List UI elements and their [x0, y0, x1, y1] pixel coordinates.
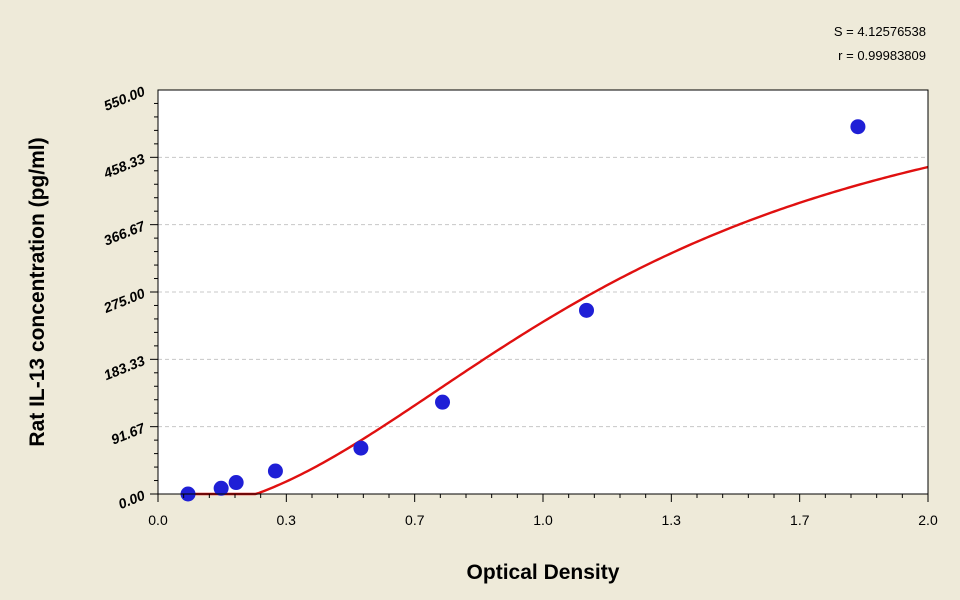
grid-lines: [158, 156, 928, 428]
x-tick-label: 1.7: [790, 512, 810, 528]
y-axis-label: Rat IL-13 concentration (pg/ml): [26, 137, 49, 446]
y-tick-label: 91.67: [109, 419, 149, 447]
x-tick-label: 0.7: [405, 512, 425, 528]
x-tick-label: 2.0: [918, 512, 938, 528]
data-point: [435, 394, 451, 410]
x-tick-label: 0.0: [148, 512, 168, 528]
y-tick-label: 0.00: [116, 487, 147, 512]
y-tick-label: 458.33: [100, 150, 147, 181]
y-tick-label: 183.33: [101, 352, 147, 383]
x-tick-label: 1.3: [661, 512, 681, 528]
fit-curve-line: [190, 165, 929, 496]
y-tick-label: 275.00: [100, 285, 147, 316]
data-point: [228, 475, 244, 491]
data-point: [267, 463, 283, 479]
x-axis-label: Optical Density: [467, 561, 620, 584]
x-axis-ticks: 0.0 0.3 0.7 1.0 1.3 1.7 2.0: [148, 494, 938, 528]
y-tick-label: 550.00: [101, 83, 147, 114]
r-statistic: r = 0.99983809: [838, 48, 926, 63]
data-point: [579, 302, 595, 318]
data-point: [353, 440, 369, 456]
x-tick-label: 0.3: [276, 512, 296, 528]
data-points: [180, 119, 866, 502]
data-point: [850, 119, 866, 135]
y-axis-ticks: 0.00 91.67 183.33 275.00 366.67 458.33 550.00: [100, 83, 158, 512]
x-tick-label: 1.0: [533, 512, 553, 528]
s-statistic: S = 4.12576538: [834, 24, 926, 39]
data-point: [213, 480, 229, 496]
y-tick-label: 366.67: [101, 217, 148, 248]
